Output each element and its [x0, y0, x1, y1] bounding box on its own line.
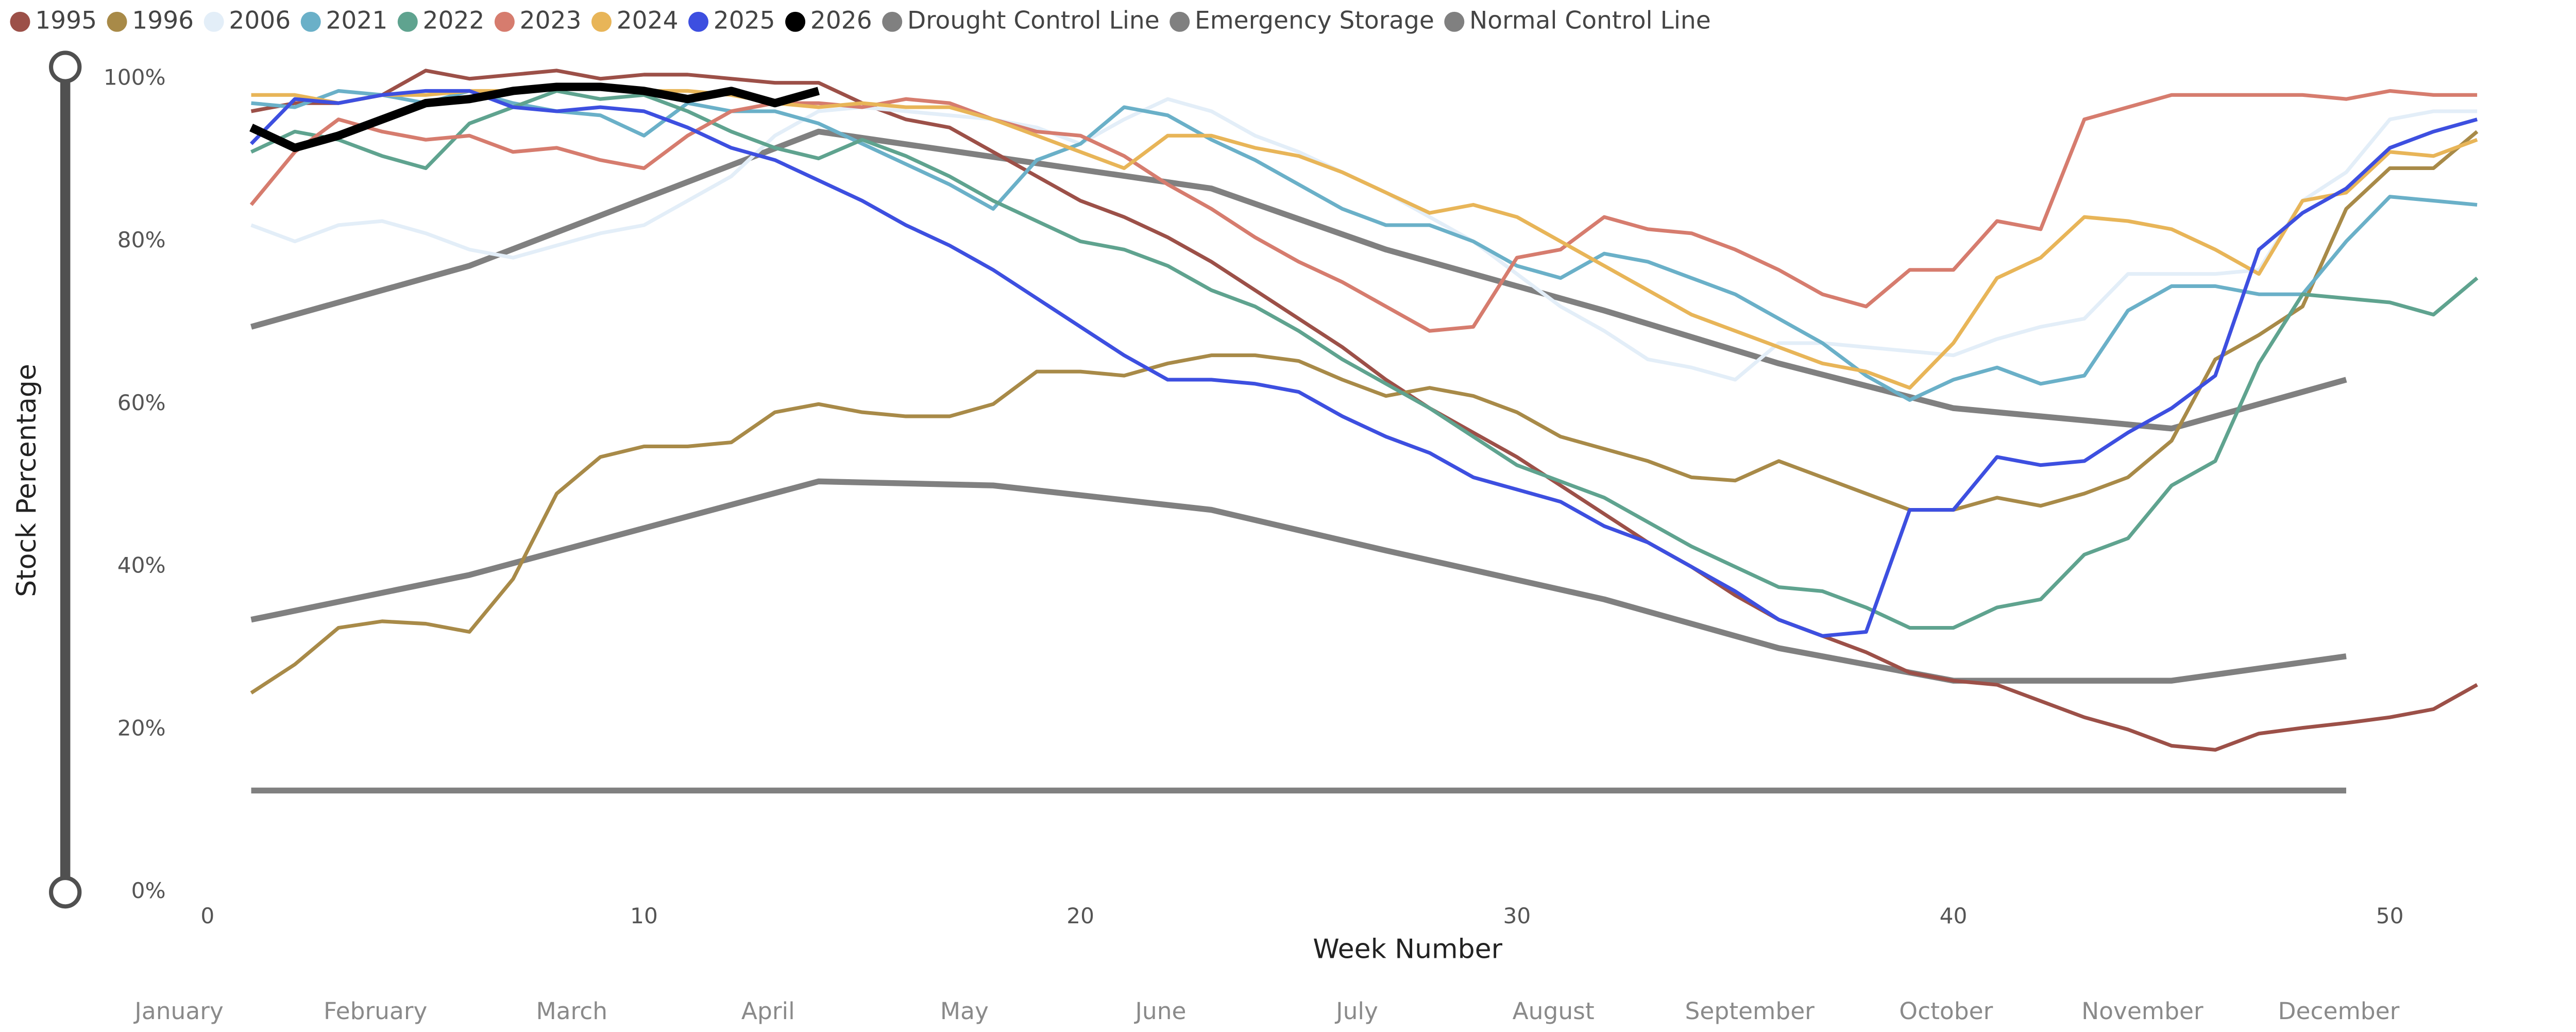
legend-item: 2022: [397, 6, 485, 35]
range-slider[interactable]: [49, 50, 82, 909]
x-axis-title: Week Number: [1313, 934, 1502, 965]
series-line: [250, 69, 2478, 752]
legend-marker: [10, 11, 30, 32]
legend-item: 2006: [204, 6, 291, 35]
series-line: [250, 130, 2479, 695]
legend-marker: [688, 11, 709, 32]
legend-item: 2023: [494, 6, 582, 35]
legend-label: 2026: [810, 6, 872, 35]
legend-marker: [494, 11, 515, 32]
legend-item: 1995: [10, 6, 97, 35]
legend-item: Normal Control Line: [1444, 6, 1711, 35]
slider-handle[interactable]: [49, 875, 82, 909]
legend-label: Normal Control Line: [1469, 6, 1711, 35]
legend-label: 2006: [229, 6, 291, 35]
legend-item: Emergency Storage: [1170, 6, 1434, 35]
x-tick-label: 50: [2376, 903, 2404, 928]
month-label: August: [1513, 997, 1595, 1025]
legend-item: 2026: [785, 6, 872, 35]
legend-label: 1996: [132, 6, 194, 35]
y-tick-label: 80%: [117, 227, 166, 252]
series-line: [250, 89, 2479, 630]
month-label: March: [536, 997, 607, 1025]
legend-label: 2021: [326, 6, 387, 35]
legend-label: 1995: [35, 6, 97, 35]
legend-item: Drought Control Line: [882, 6, 1160, 35]
x-tick-label: 0: [200, 903, 214, 928]
legend-marker: [1170, 11, 1190, 32]
legend-marker: [204, 11, 224, 32]
series-line: [250, 478, 2347, 684]
legend-marker: [107, 11, 127, 32]
month-label: January: [133, 997, 223, 1025]
legend-label: Emergency Storage: [1195, 6, 1434, 35]
month-label: February: [324, 997, 427, 1025]
y-tick-label: 20%: [117, 715, 166, 740]
legend-label: 2024: [617, 6, 679, 35]
y-tick-label: 60%: [117, 390, 166, 415]
month-label: April: [741, 997, 795, 1025]
month-label: May: [940, 997, 989, 1025]
month-label: September: [1685, 997, 1815, 1025]
x-tick-label: 10: [630, 903, 658, 928]
series-line: [250, 128, 2347, 432]
series-line: [249, 82, 820, 153]
month-label: October: [1899, 997, 1993, 1025]
slider-handle[interactable]: [49, 50, 82, 83]
legend-marker: [300, 11, 321, 32]
legend-item: 2024: [591, 6, 679, 35]
legend-item: 2021: [300, 6, 387, 35]
x-tick-label: 20: [1066, 903, 1094, 928]
legend-label: 2022: [423, 6, 485, 35]
y-axis-title: Stock Percentage: [11, 364, 42, 597]
legend-label: Drought Control Line: [907, 6, 1160, 35]
series-line: [251, 89, 2478, 402]
y-tick-label: 40%: [117, 553, 166, 578]
month-label: November: [2081, 997, 2204, 1025]
legend-label: 2023: [520, 6, 582, 35]
legend-marker: [591, 11, 612, 32]
legend-label: 2025: [714, 6, 775, 35]
legend-marker: [1444, 11, 1465, 32]
y-tick-label: 0%: [131, 878, 166, 903]
y-tick-label: 100%: [104, 64, 166, 90]
x-tick-label: 40: [1940, 903, 1968, 928]
month-label: July: [1334, 997, 1378, 1025]
legend-item: 1996: [107, 6, 194, 35]
legend-marker: [785, 11, 806, 32]
series-line: [250, 89, 2478, 638]
x-tick-label: 30: [1503, 903, 1531, 928]
month-label: December: [2278, 997, 2400, 1025]
legend-marker: [882, 11, 903, 32]
legend-marker: [397, 11, 418, 32]
month-label: June: [1133, 997, 1186, 1025]
legend-item: 2025: [688, 6, 775, 35]
series-line: [249, 89, 2478, 333]
